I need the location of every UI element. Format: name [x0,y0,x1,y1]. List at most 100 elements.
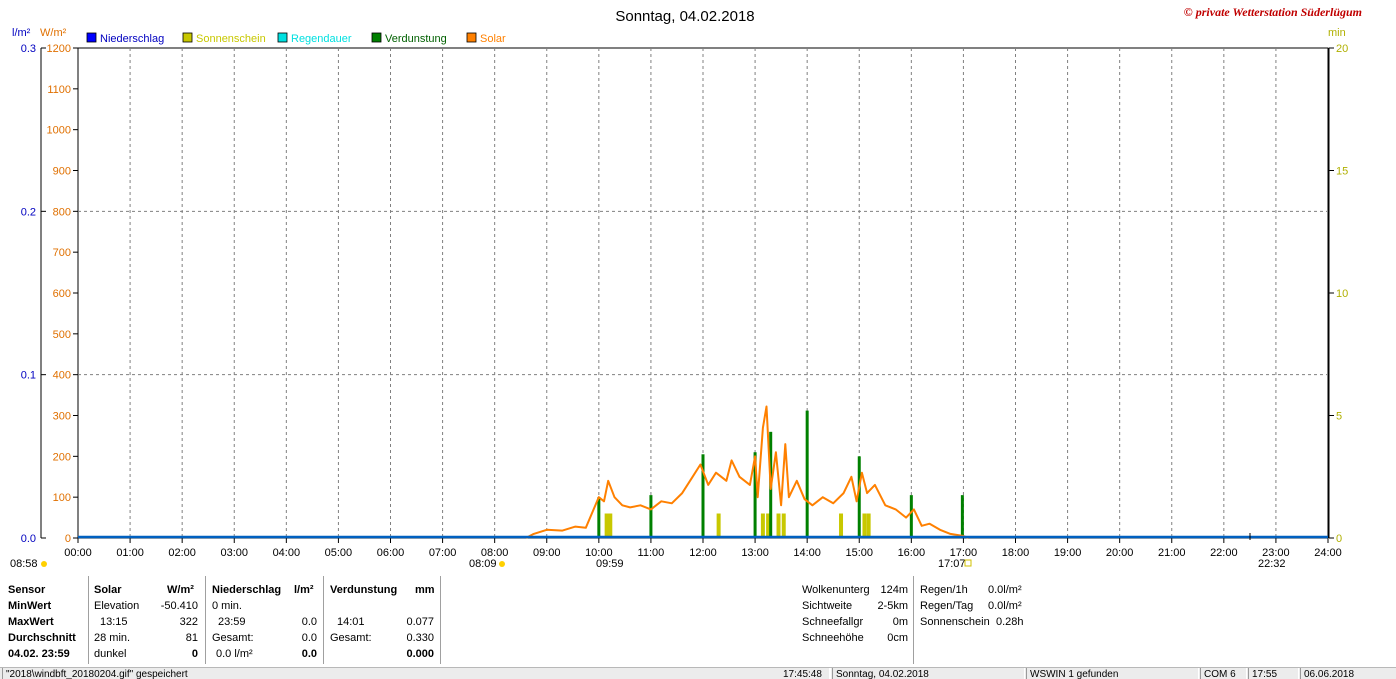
weather-label: Schneefallgr [802,616,864,628]
x-tick-label: 22:00 [1210,547,1238,559]
solar-tick-label: 200 [53,451,71,463]
chart-legend: Niederschlag Sonnenschein Regendauer Verdun… [86,32,506,45]
status-clock: 17:55 [1248,668,1299,679]
solar-tick-label: 500 [53,329,71,341]
solar-tick-label: 900 [53,166,71,178]
stats-panel: Sensor Solar W/m² Niederschlag l/m² Verd… [0,574,1396,666]
minutes-tick-label: 20 [1336,43,1348,55]
row-date-evap-val: 0.000 [406,648,434,660]
x-tick-label: 20:00 [1106,547,1134,559]
status-date: Sonntag, 04.02.2018 [832,668,1025,679]
chart-axes [40,47,1334,543]
header-rain-unit: l/m² [294,584,314,596]
x-tick-label: 16:00 [898,547,926,559]
sunshine-bar [608,513,613,538]
weather-value: 2-5km [877,600,908,612]
solar-tick-label: 1100 [47,84,71,96]
row-date-solar-val: 0 [191,648,198,660]
moon-label: 22:32 [1258,558,1286,570]
sun-marker-icon [41,561,47,567]
x-tick-label: 04:00 [273,547,301,559]
evaporation-bar [649,495,653,538]
row-max-label: MaxWert [8,616,54,628]
status-device: WSWIN 1 gefunden [1026,668,1199,679]
sunshine-bar [776,513,781,538]
rain-tick-label: 0.3 [21,43,36,55]
row-max-rain-sub: 23:59 [218,616,246,628]
x-tick-label: 07:00 [429,547,457,559]
row-avg-evap-sub: Gesamt: [330,632,372,644]
rain-tick-label: 0.1 [21,370,36,382]
rain-info-label: Regen/1h [920,584,968,596]
x-tick-label: 14:00 [793,547,821,559]
weather-value: 0cm [887,632,908,644]
status-file: "2018\windbft_20180204.gif" gespeichert [2,668,831,679]
minutes-tick-label: 15 [1336,166,1348,178]
evaporation-bar [597,497,601,538]
header-evap: Verdunstung [330,584,398,596]
rain-tick-label: 0.0 [21,533,36,545]
header-solar: Solar [94,584,122,596]
evaporation-bar [701,454,705,538]
row-avg-rain-sub: Gesamt: [212,632,254,644]
solar-tick-label: 0 [65,533,71,545]
copyright-label: © private Wetterstation Süderlügum [1184,5,1362,19]
sunshine-bar [866,513,871,538]
solar-tick-label: 800 [53,206,71,218]
x-tick-label: 11:00 [638,547,665,559]
x-tick-label: 21:00 [1158,547,1186,559]
legend-swatch [466,32,477,43]
x-tick-label: 00:00 [64,547,92,559]
sunshine-bar [839,513,844,538]
status-port: COM 6 [1200,668,1247,679]
x-tick-label: 06:00 [377,547,405,559]
header-sensor: Sensor [8,584,46,596]
x-tick-label: 24:00 [1314,547,1342,559]
sunshine-bar [781,513,786,538]
header-solar-unit: W/m² [167,584,194,596]
legend-label: Solar [480,33,506,45]
solar-noon-label: 09:59 [596,558,624,570]
x-tick-label: 23:00 [1262,547,1290,559]
sunshine-bar [862,513,867,538]
minutes-tick-label: 5 [1336,411,1342,423]
row-max-solar-val: 322 [179,616,198,628]
weather-label: Wolkenunterg [802,584,870,596]
rain-info-label: Regen/Tag [920,600,974,612]
rain-unit-label: l/m² [12,27,31,39]
x-tick-label: 02:00 [168,547,196,559]
solar-line [525,405,969,539]
sunrise-label: 08:09 [469,558,497,570]
legend-swatch [182,32,193,43]
evaporation-bar [805,410,809,538]
solar-tick-label: 1000 [47,125,71,137]
sunset-label: 17:07 [938,558,966,570]
row-date-rain-val: 0.0 [301,648,317,660]
row-date-label: 04.02. 23:59 [8,648,70,660]
sunshine-bar [766,513,771,538]
row-max-rain-val: 0.0 [301,616,317,628]
solar-tick-label: 400 [53,370,71,382]
row-min-rain-sub: 0 min. [212,600,242,612]
legend-swatch [277,32,288,43]
divider [913,576,914,664]
row-max-evap-sub: 14:01 [337,616,365,628]
row-avg-label: Durchschnitt [8,632,76,644]
x-tick-label: 05:00 [325,547,353,559]
x-tick-label: 01:00 [116,547,144,559]
solar-tick-label: 100 [53,492,71,504]
x-tick-label: 17:00 [950,547,978,559]
solar-unit-label: W/m² [40,27,67,39]
sunrise-icon [499,561,505,567]
evaporation-bar [960,495,964,538]
rain-info-value: 0.0l/m² [988,584,1022,596]
weather-chart: 0100200300400500600700800900100011001200… [10,5,1362,570]
row-avg-rain-val: 0.0 [301,632,317,644]
row-avg-solar-val: 81 [185,632,198,644]
chart-labels: 0100200300400500600700800900100011001200… [12,5,1362,559]
row-min-solar-val: -50.410 [160,600,198,612]
divider [205,576,206,664]
sunshine-bar [760,513,765,538]
evaporation-bar [909,495,913,538]
x-tick-label: 09:00 [533,547,561,559]
